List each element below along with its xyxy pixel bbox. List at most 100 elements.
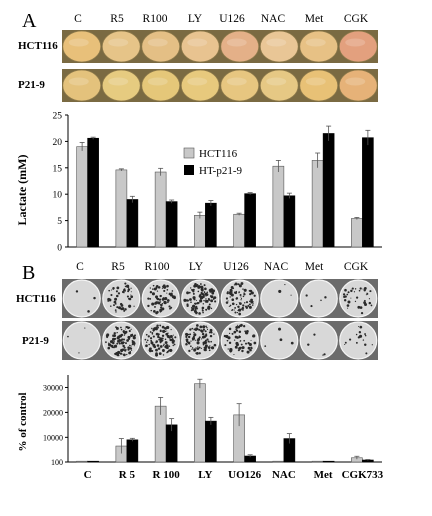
colony-dot-p21-9-1-48 (115, 352, 118, 355)
colony-bar-0-3 (194, 383, 206, 463)
colony-dot-p21-9-2-104 (150, 339, 153, 342)
colony-dot-hct116-7-28 (353, 291, 356, 293)
panel-a-letter: A (22, 10, 37, 32)
colony-dot-hct116-3-51 (194, 308, 197, 311)
colony-dot-hct116-4-71 (245, 306, 249, 309)
well-p21-9-6 (299, 69, 339, 102)
colony-dot-hct116-2-28 (156, 310, 159, 314)
colony-dot-p21-9-3-24 (195, 352, 197, 354)
colony-dot-hct116-7-15 (359, 306, 363, 309)
colony-bar-0-6 (311, 460, 324, 463)
colony-dot-hct116-1-43 (114, 309, 117, 311)
colony-dot-p21-9-3-87 (206, 326, 208, 329)
colony-dot-p21-9-4-50 (246, 350, 250, 354)
colony-dot-hct116-4-46 (250, 291, 254, 295)
colony-dot-p21-9-1-83 (114, 337, 117, 340)
colony-dot-hct116-3-108 (210, 289, 214, 293)
colony-dot-p21-9-2-108 (157, 326, 159, 329)
colony-dot-p21-9-2-40 (145, 333, 148, 336)
colony-dot-p21-9-7-1 (364, 333, 367, 335)
colony-dot-hct116-3-70 (196, 301, 199, 305)
lactate-bar-hct116-5 (272, 165, 285, 248)
dish-p21-9-5 (260, 321, 299, 360)
colony-dot-hct116-2-31 (171, 290, 174, 292)
condition-label-a-5: NAC (261, 13, 286, 25)
colony-dot-hct116-1-23 (115, 290, 118, 293)
colony-dot-p21-9-3-41 (204, 330, 207, 333)
colony-dot-p21-9-2-88 (168, 349, 171, 352)
colony-dot-hct116-7-23 (363, 286, 367, 290)
colony-dot-hct116-2-5 (157, 301, 161, 305)
colony-dot-hct116-3-64 (202, 303, 205, 305)
colony-dot-hct116-7-26 (354, 288, 357, 290)
colony-dot-p21-9-6-0 (322, 354, 324, 356)
colony-dot-p21-9-5-1 (279, 338, 283, 342)
colony-dot-p21-9-3-54 (191, 347, 194, 349)
condition-label-b-1: R5 (111, 261, 125, 273)
colony-dot-p21-9-3-71 (208, 349, 211, 352)
colony-dot-p21-9-2-13 (151, 349, 154, 353)
colony-dot-p21-9-7-3 (349, 338, 352, 341)
colony-dot-hct116-2-11 (156, 290, 159, 292)
colony-dot-p21-9-4-53 (249, 348, 252, 352)
colony-dot-p21-9-4-47 (236, 324, 239, 326)
colony-dot-p21-9-3-69 (206, 341, 208, 343)
colony-dot-hct116-7-11 (346, 304, 350, 307)
colony-dot-hct116-1-24 (126, 295, 129, 298)
colony-dot-p21-9-2-51 (163, 343, 165, 346)
colony-dot-p21-9-3-59 (206, 328, 209, 330)
colony-dot-p21-9-4-35 (228, 327, 232, 331)
well-hct116-2 (141, 30, 181, 63)
lactate-bar-htp21-4 (244, 193, 256, 248)
colony-dot-p21-9-3-60 (193, 331, 195, 334)
condition-label-b-0: C (76, 261, 84, 273)
colony-xcat-5: NAC (272, 469, 296, 481)
colony-dot-hct116-2-69 (167, 301, 169, 304)
condition-label-a-7: CGK (344, 13, 369, 25)
colony-dot-hct116-1-22 (110, 293, 113, 297)
lactate-bar-hct116-1 (115, 169, 128, 248)
lactate-bar-htp21-1 (126, 199, 139, 248)
colony-dot-p21-9-2-15 (168, 345, 171, 347)
colony-dot-p21-9-2-35 (162, 329, 166, 333)
colony-dot-hct116-3-97 (210, 307, 213, 310)
colony-dot-hct116-3-96 (192, 304, 196, 308)
colony-dot-p21-9-3-15 (195, 351, 199, 355)
colony-dot-p21-9-2-23 (149, 337, 153, 340)
condition-label-a-2: R100 (143, 13, 168, 25)
condition-label-a-6: Met (305, 13, 324, 25)
well-highlight-p21-9-7 (345, 77, 366, 86)
colony-xcat-1: R 5 (119, 469, 136, 481)
colony-dot-hct116-4-60 (232, 287, 235, 290)
colony-dot-p21-9-1-84 (112, 341, 115, 345)
colony-dot-p21-9-4-10 (233, 353, 235, 356)
colony-dot-p21-9-4-19 (240, 343, 243, 346)
colony-dot-p21-9-1-96 (129, 347, 132, 350)
colony-dot-hct116-3-58 (200, 291, 203, 295)
colony-dot-p21-9-1-21 (117, 354, 120, 357)
colony-dot-hct116-2-9 (163, 289, 166, 293)
colony-dot-hct116-3-85 (192, 289, 195, 292)
colony-dot-hct116-6-3 (324, 296, 327, 299)
lactate-ytick-label-1: 5 (57, 217, 62, 227)
colony-dot-hct116-4-61 (245, 301, 249, 304)
colony-dot-hct116-3-47 (210, 295, 214, 299)
colony-dot-hct116-4-62 (251, 304, 254, 306)
colony-dot-p21-9-2-75 (157, 335, 160, 337)
colony-dot-hct116-1-5 (118, 306, 122, 310)
colony-dot-p21-9-1-20 (116, 331, 118, 334)
colony-dot-hct116-4-25 (240, 299, 242, 301)
colony-dot-hct116-3-110 (193, 284, 197, 288)
colony-dot-p21-9-2-89 (145, 341, 148, 343)
colony-dot-p21-9-1-90 (122, 344, 125, 348)
colony-dot-p21-9-7-15 (365, 352, 368, 355)
colony-dot-hct116-6-2 (320, 299, 322, 302)
colony-xcat-4: UO126 (228, 469, 262, 481)
colony-dot-hct116-3-12 (205, 299, 209, 303)
colony-dot-hct116-1-42 (123, 309, 126, 312)
colony-dot-hct116-1-28 (124, 282, 127, 285)
colony-dot-p21-9-2-98 (149, 347, 152, 351)
colony-dot-p21-9-7-0 (358, 331, 362, 334)
colony-dot-hct116-4-69 (237, 309, 239, 312)
lactate-bar-htp21-0 (87, 137, 99, 248)
